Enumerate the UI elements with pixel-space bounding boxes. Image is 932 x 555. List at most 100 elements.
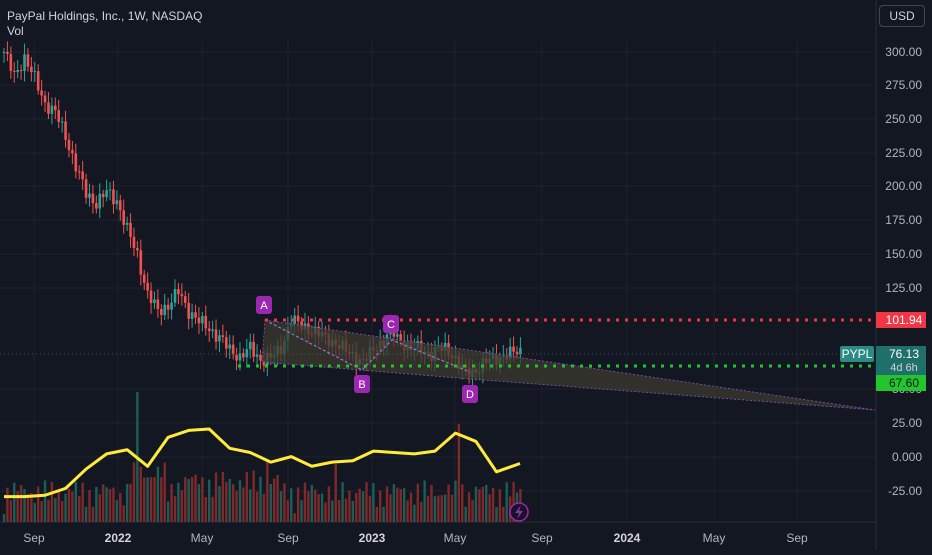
volume-bar [184,477,187,522]
volume-bar [372,483,375,522]
volume-bar [47,499,50,522]
candle-body [508,346,512,360]
volume-bar [64,493,67,522]
volume-bar [194,474,197,522]
candle-body [259,354,262,361]
volume-bar [296,487,300,522]
volume-bar [471,500,474,522]
volume-bar [173,496,177,522]
volume-bar [50,481,54,522]
candle-body [36,71,40,91]
volume-bar [491,487,495,522]
volume-bar [187,479,190,522]
volume-bar [146,477,149,522]
price-tick-label: 300.00 [885,45,922,59]
volume-bar [30,492,33,522]
volume-bar [60,501,64,522]
chart-title: PayPal Holdings, Inc., 1W, NASDAQ [7,9,203,23]
candle-body [139,250,143,275]
candle-body [88,193,91,198]
volume-bar [283,483,286,522]
volume-bar [231,484,235,522]
candle-body [255,354,259,357]
volume-bar [337,500,341,522]
volume-bar [57,490,60,522]
volume-bar [249,489,252,522]
volume-bar [259,476,262,522]
pattern-point-c [383,315,399,333]
candle-body [146,282,149,291]
time-tick-label: May [191,531,214,545]
volume-bar [495,507,498,522]
volume-bar [225,482,228,522]
volume-bar [221,471,225,522]
price-tick-label: 175.00 [885,213,922,227]
resistance-price-label: 101.94 [886,313,923,327]
volume-bar [54,498,57,522]
volume-bar [177,482,180,522]
time-tick-label: Sep [531,531,553,545]
volume-bar [119,492,122,522]
candle-body [84,179,88,198]
volume-bar [91,506,95,522]
candle-body [57,110,61,122]
candle-body [519,347,522,355]
candle-body [23,54,26,72]
volume-bar [355,492,358,522]
volume-bar [6,487,9,522]
candle-body [296,315,300,322]
candle-body [238,353,242,361]
candle-body [26,54,30,67]
time-tick-label: Sep [786,531,808,545]
volume-bar [23,489,26,522]
volume-bar [478,489,481,522]
price-tick-label: 125.00 [885,281,922,295]
volume-bar [190,477,194,522]
candle-body [242,353,245,358]
lightning-icon [515,505,523,519]
candle-body [67,139,71,151]
volume-bar [450,494,454,522]
volume-bar [112,487,115,522]
time-tick-label: 2024 [614,531,641,545]
candle-body [204,315,208,329]
abcd-path [264,319,471,373]
candle-body [170,302,173,310]
volume-indicator-label[interactable]: Vol [7,24,24,38]
candle-body [30,66,33,72]
candle-body [252,341,255,357]
volume-bar [433,496,437,522]
volume-bar [105,487,108,522]
candle-body [125,222,129,225]
volume-bar [37,486,40,522]
volume-bar [132,462,136,522]
candle-body [194,312,197,318]
volume-bar [211,496,214,522]
volume-bar [351,500,355,522]
volume-bar [95,486,98,522]
candle-body [166,304,170,310]
pattern-label-d: D [466,389,474,401]
volume-bar [303,482,307,522]
support-price-label: 67.60 [889,376,919,390]
volume-bar [341,482,344,522]
volume-bar [334,464,337,522]
volume-bar [201,477,204,522]
candle-body [180,294,184,297]
candle-body [153,299,156,304]
volume-bar [392,484,396,522]
volume-bar [368,495,372,522]
candle-body [60,121,64,123]
volume-bar [101,484,105,522]
candle-body [129,222,132,237]
candle-body [12,70,16,72]
volume-bar [197,484,201,522]
volume-bar [208,479,211,522]
volume-bar [26,494,30,522]
volume-bar [180,490,184,522]
volume-bar [396,487,399,522]
ticker-tag [840,346,874,362]
currency-button[interactable]: USD [879,5,925,27]
